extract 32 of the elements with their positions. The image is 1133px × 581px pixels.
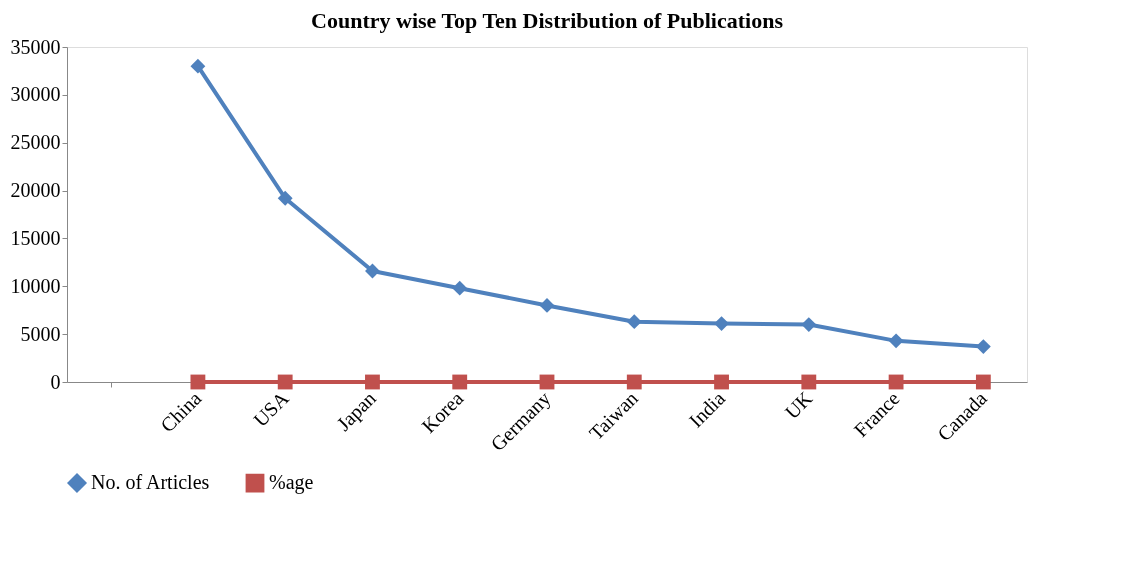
point — [975, 339, 991, 354]
point — [277, 190, 293, 206]
y-tick-label: 30000 — [10, 83, 61, 106]
point — [452, 374, 468, 390]
point — [888, 374, 904, 390]
point — [277, 374, 293, 390]
x-tick-label: UK — [780, 386, 817, 423]
legend-label: %age — [269, 471, 314, 495]
y-tick-label: 5000 — [20, 322, 61, 345]
y-tick-label: 20000 — [10, 179, 61, 202]
x-tick-label: USA — [248, 386, 294, 431]
legend-label: No. of Articles — [91, 471, 210, 494]
point — [801, 374, 817, 390]
point — [190, 58, 206, 74]
point — [801, 317, 817, 332]
point — [365, 374, 380, 390]
chart-title: Country wise Top Ten Distribution of Publications — [311, 8, 784, 33]
point — [626, 374, 642, 390]
point — [190, 374, 206, 390]
point — [452, 280, 468, 296]
point — [714, 374, 729, 390]
y-tick-label: 10000 — [10, 274, 61, 297]
y-tick-label: 35000 — [10, 35, 61, 58]
point — [714, 316, 729, 332]
point — [539, 374, 555, 390]
point — [888, 333, 904, 349]
y-tick-label: 25000 — [10, 131, 61, 154]
point — [975, 374, 991, 390]
point — [626, 314, 642, 330]
y-tick-label: 0 — [50, 370, 61, 393]
x-tick-label: India — [684, 386, 730, 432]
y-tick-label: 15000 — [10, 226, 61, 249]
